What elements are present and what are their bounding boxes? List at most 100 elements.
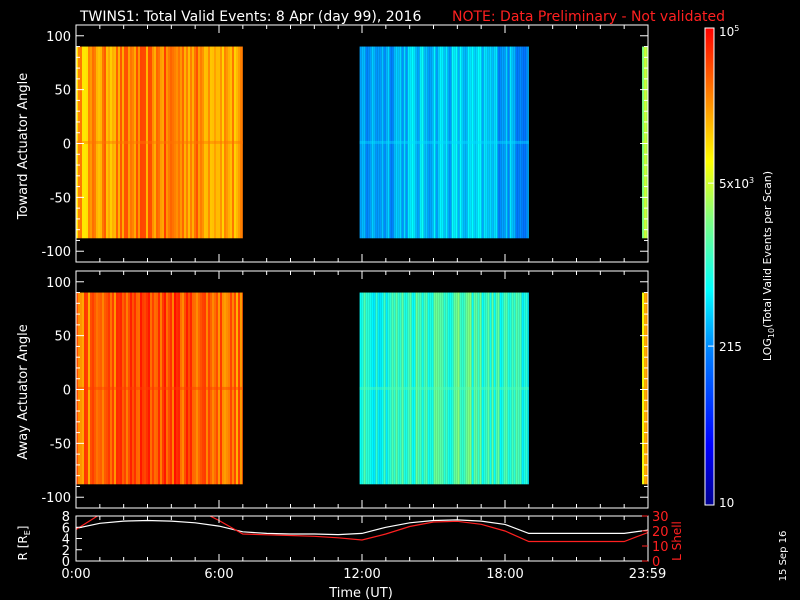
heatmap-column [102, 46, 104, 239]
heatmap-column [78, 46, 80, 239]
heatmap-column [475, 292, 478, 485]
heatmap-column [196, 46, 198, 239]
heatmap-column [483, 46, 486, 239]
heatmap-column [469, 46, 472, 239]
heatmap-column [218, 46, 220, 239]
heatmap-column [92, 292, 94, 485]
heatmap-column [84, 46, 86, 239]
x-tick-label: 12:00 [343, 567, 380, 582]
heatmap-column [489, 46, 492, 239]
heatmap-column [126, 46, 128, 239]
heatmap-column [395, 46, 398, 239]
heatmap-column [375, 292, 378, 485]
heatmap-column [164, 46, 166, 239]
heatmap-column [373, 46, 376, 239]
heatmap-column [112, 292, 114, 485]
heatmap-column [457, 46, 460, 239]
heatmap-column [383, 46, 386, 239]
y-tick-label: -100 [41, 491, 71, 506]
heatmap-column [499, 292, 502, 485]
heatmap-column [517, 46, 520, 239]
y-tick-label: 100 [46, 276, 71, 291]
heatmap-column [489, 292, 492, 485]
heatmap-column [365, 292, 368, 485]
heatmap-column [226, 292, 228, 485]
heatmap-column [176, 46, 178, 239]
heatmap-column [102, 292, 104, 485]
heatmap-column [136, 292, 138, 485]
heatmap-column [387, 46, 390, 239]
heatmap-column [401, 292, 404, 485]
heatmap-column [180, 292, 182, 485]
heatmap-column [425, 292, 428, 485]
heatmap-column [407, 292, 410, 485]
heatmap-column [122, 46, 124, 239]
zero-angle-stripe [642, 386, 648, 390]
heatmap-column [154, 46, 156, 239]
heatmap-column [150, 46, 152, 239]
heatmap-column [190, 46, 192, 239]
heatmap-column [437, 292, 440, 485]
heatmap-column [190, 292, 192, 485]
heatmap-column [519, 46, 522, 239]
heatmap-column [642, 46, 645, 239]
heatmap-column [527, 46, 529, 239]
heatmap-column [419, 46, 422, 239]
heatmap-column [162, 46, 164, 239]
heatmap-column [86, 46, 88, 239]
heatmap-column [162, 292, 164, 485]
heatmap-column [439, 292, 442, 485]
heatmap-column [240, 46, 242, 239]
zero-angle-stripe [642, 140, 648, 144]
heatmap-column [491, 292, 494, 485]
heatmap-column [521, 46, 524, 239]
colorbar [704, 27, 715, 506]
heatmap-column [359, 46, 362, 239]
heatmap-column [411, 292, 414, 485]
heatmap-column [124, 46, 126, 239]
heatmap-column [423, 292, 426, 485]
heatmap-column [120, 292, 122, 485]
heatmap-column [140, 46, 142, 239]
heatmap-column [471, 46, 474, 239]
heatmap-column [377, 46, 380, 239]
y-tick-label: -50 [50, 437, 71, 452]
heatmap-column [94, 292, 96, 485]
heatmap-column [469, 292, 472, 485]
heatmap-column [359, 292, 362, 485]
heatmap-column [104, 292, 106, 485]
heatmap-column [232, 292, 234, 485]
heatmap-column [216, 292, 218, 485]
heatmap-column [132, 292, 134, 485]
left-y-tick-label: 2 [62, 544, 70, 559]
colorbar-tick-label: 215 [719, 340, 742, 354]
x-tick-label: 23:59 [629, 567, 666, 582]
data-block [642, 292, 648, 485]
heatmap-column [493, 46, 496, 239]
heatmap-column [415, 292, 418, 485]
heatmap-column [152, 46, 154, 239]
heatmap-column [441, 292, 444, 485]
heatmap-column [146, 292, 148, 485]
heatmap-column [375, 46, 378, 239]
data-block [76, 292, 243, 485]
heatmap-column [443, 46, 446, 239]
heatmap-column [403, 292, 406, 485]
heatmap-column [513, 292, 516, 485]
heatmap-column [423, 46, 426, 239]
heatmap-column [421, 46, 424, 239]
heatmap-column [377, 292, 380, 485]
heatmap-column [152, 292, 154, 485]
heatmap-column [363, 46, 366, 239]
heatmap-column [182, 292, 184, 485]
heatmap-column [178, 46, 180, 239]
y-tick-label: 50 [54, 330, 71, 345]
heatmap-column [453, 292, 456, 485]
lshell-series-line [76, 516, 648, 543]
heatmap-column [509, 292, 512, 485]
zero-angle-stripe [76, 386, 243, 390]
heatmap-column [182, 46, 184, 239]
y-tick-label: 0 [63, 384, 71, 399]
heatmap-column [473, 46, 476, 239]
